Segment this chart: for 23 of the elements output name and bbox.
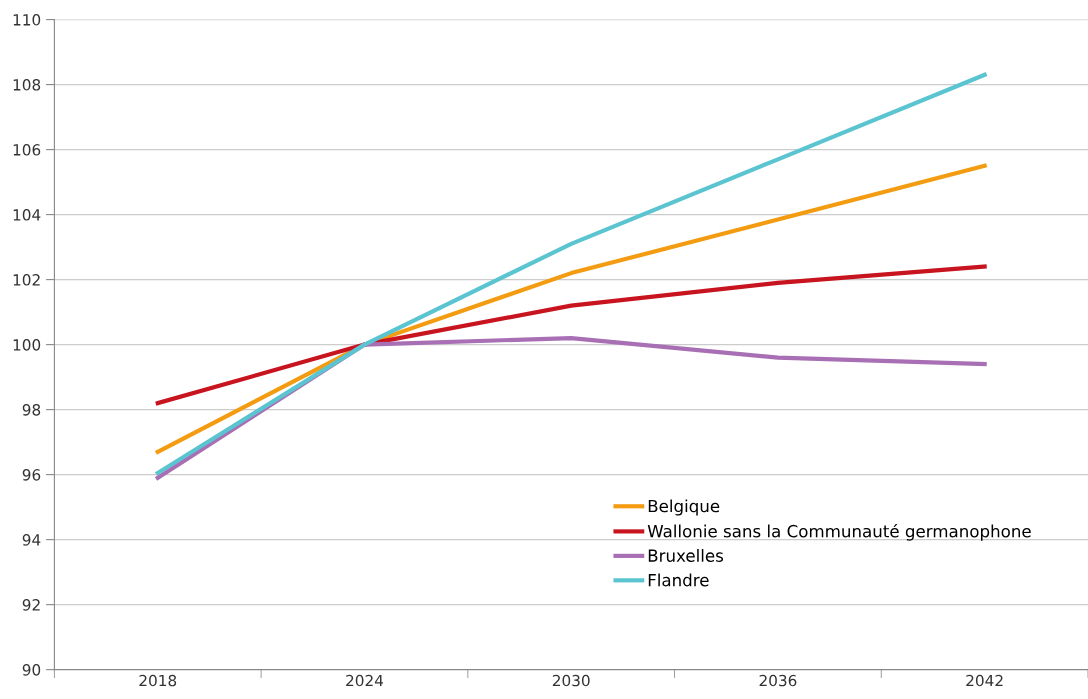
line-series [155,264,987,406]
legend-label: Flandre [648,573,709,587]
y-tick-label: 110 [13,14,41,26]
y-tick-label: 90 [22,664,41,676]
y-tick-label: 100 [13,339,41,351]
x-tick-label: 2024 [346,674,384,687]
legend-label: Bruxelles [648,549,724,562]
x-tick-label: 2018 [139,674,177,687]
legend-label: Wallonie sans la Communauté germanophone [647,523,1031,541]
line-series [155,163,987,454]
y-tick-label: 108 [13,79,41,91]
y-tick-label: 98 [22,404,41,416]
y-tick-label: 106 [13,144,41,156]
x-tick-label: 2030 [552,674,590,687]
y-tick-label: 92 [22,599,40,611]
y-tick-label: 104 [13,209,41,221]
legend-label: Belgique [648,499,720,516]
line-series [155,72,987,476]
x-tick-label: 2042 [966,674,1003,687]
x-tick-label: 2036 [759,674,797,687]
y-tick-label: 102 [13,274,40,286]
y-tick-label: 96 [22,469,41,481]
y-tick-label: 94 [22,534,41,546]
